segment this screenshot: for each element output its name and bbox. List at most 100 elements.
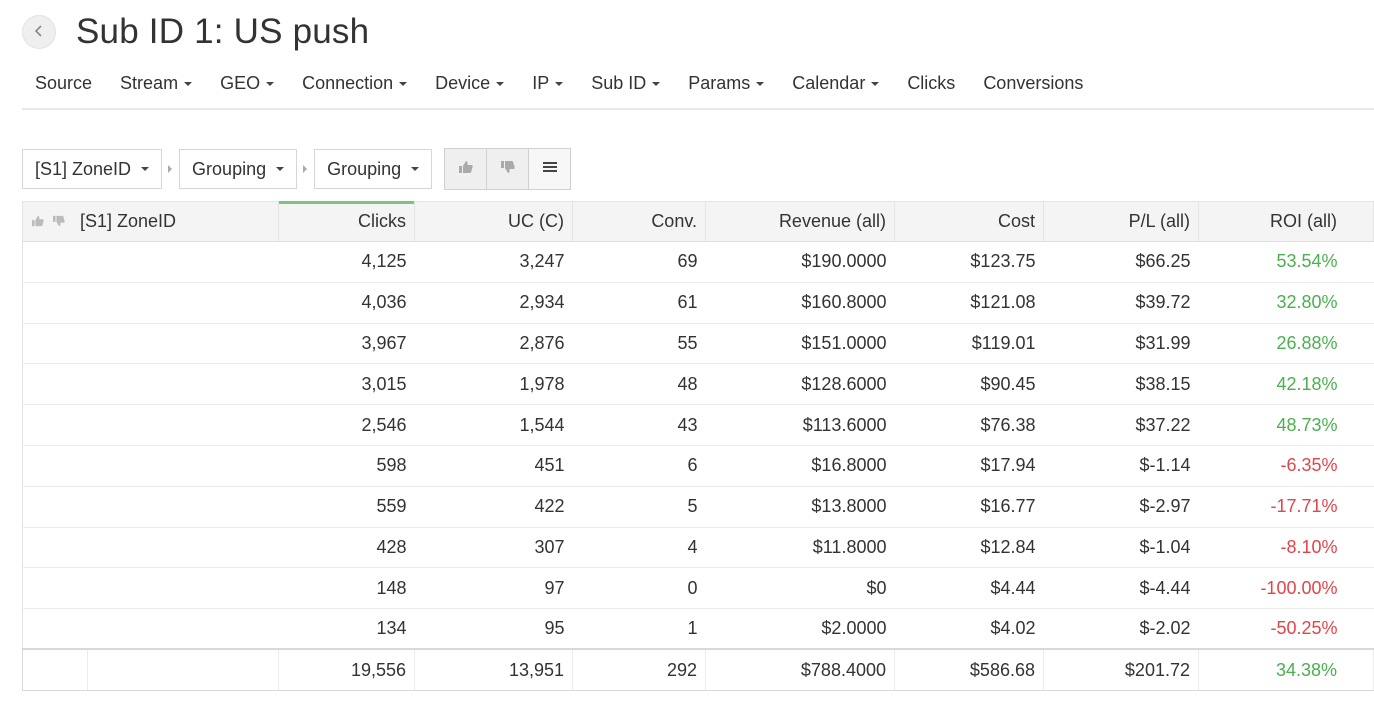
nav-item-device[interactable]: Device <box>421 73 518 100</box>
table-row[interactable]: 559 422 5 $13.8000 $16.77 $-2.97 -17.71% <box>22 486 1374 528</box>
cell-cost: $119.01 <box>894 323 1044 365</box>
chevron-down-icon <box>756 81 765 86</box>
thumbs-down-icon[interactable] <box>52 211 66 232</box>
cell-clicks: 19,556 <box>278 648 415 691</box>
cell-uc: 2,876 <box>414 323 573 365</box>
cell-revenue: $788.4000 <box>705 648 895 691</box>
table-row[interactable]: 4,036 2,934 61 $160.8000 $121.08 $39.72 32.80% <box>22 282 1374 324</box>
nav-item-label: Connection <box>302 72 394 93</box>
table-row[interactable]: 3,015 1,978 48 $128.6000 $90.45 $38.15 42.18% <box>22 363 1374 406</box>
cell-cost: $90.45 <box>894 363 1044 406</box>
col-header-cost[interactable]: Cost <box>894 201 1044 242</box>
nav-item-calendar[interactable]: Calendar <box>778 73 893 100</box>
grouping-select-3[interactable]: Grouping <box>314 149 433 189</box>
cell-uc: 95 <box>414 608 573 650</box>
nav-item-geo[interactable]: GEO <box>206 73 288 100</box>
col-header-revenue[interactable]: Revenue (all) <box>705 201 895 242</box>
cell-roi: 26.88% <box>1198 323 1374 365</box>
nav-item-conversions[interactable]: Conversions <box>969 73 1097 100</box>
cell-clicks: 148 <box>278 567 415 610</box>
table-row[interactable]: 148 97 0 $0 $4.44 $-4.44 -100.00% <box>22 567 1374 610</box>
cell-conv: 4 <box>572 527 706 569</box>
row-action-cell <box>22 445 88 487</box>
cell-uc: 97 <box>414 567 573 610</box>
cell-cost: $16.77 <box>894 486 1044 528</box>
cell-conv: 43 <box>572 404 706 446</box>
grouping-select-1[interactable]: [S1] ZoneID <box>22 149 163 189</box>
table-row[interactable]: 134 95 1 $2.0000 $4.02 $-2.02 -50.25% <box>22 608 1374 650</box>
cell-conv: 1 <box>572 608 706 650</box>
cell-clicks: 134 <box>278 608 415 650</box>
cell-clicks: 428 <box>278 527 415 569</box>
report-nav: Source Stream GEO Connection Device IP Sub ID P… <box>22 64 1374 110</box>
nav-item-label: Calendar <box>792 72 866 93</box>
nav-item-source[interactable]: Source <box>22 73 106 100</box>
row-action-cell <box>22 323 88 365</box>
table-row[interactable]: 3,967 2,876 55 $151.0000 $119.01 $31.99 26.88% <box>22 323 1374 365</box>
cell-revenue: $11.8000 <box>705 527 895 569</box>
cell-revenue: $16.8000 <box>705 445 895 487</box>
cell-uc: 2,934 <box>414 282 573 324</box>
cell-zone <box>87 363 279 406</box>
cell-cost: $4.44 <box>894 567 1044 610</box>
nav-item-label: Conversions <box>983 72 1084 93</box>
back-button[interactable] <box>22 15 56 49</box>
col-header-conv[interactable]: Conv. <box>572 201 706 242</box>
grouping-select-3-label: Grouping <box>327 158 402 179</box>
chevron-right-icon <box>168 165 173 173</box>
cell-conv: 55 <box>572 323 706 365</box>
table-row[interactable]: 4,125 3,247 69 $190.0000 $123.75 $66.25 53.54% <box>22 241 1374 283</box>
grouping-select-1-label: [S1] ZoneID <box>35 158 132 179</box>
chevron-down-icon <box>555 81 564 86</box>
col-header-pl[interactable]: P/L (all) <box>1043 201 1199 242</box>
nav-item-params[interactable]: Params <box>674 73 778 100</box>
show-all-button[interactable] <box>529 149 571 189</box>
cell-clicks: 3,015 <box>278 363 415 406</box>
thumbs-down-icon <box>500 160 516 179</box>
nav-item-ip[interactable]: IP <box>518 73 577 100</box>
thumbs-up-icon[interactable] <box>31 211 45 232</box>
row-action-cell <box>22 282 88 324</box>
chevron-down-icon <box>399 81 408 86</box>
cell-revenue: $113.6000 <box>705 404 895 446</box>
filter-profitable-button[interactable] <box>445 149 488 189</box>
table-total-row: 19,556 13,951 292 $788.4000 $586.68 $201.72 34… <box>22 648 1374 691</box>
cell-pl: $37.22 <box>1043 404 1199 446</box>
nav-item-clicks[interactable]: Clicks <box>893 73 969 100</box>
nav-item-sub-id[interactable]: Sub ID <box>577 73 674 100</box>
cell-zone <box>87 486 279 528</box>
cell-pl: $201.72 <box>1043 648 1199 691</box>
nav-item-label: IP <box>532 72 550 93</box>
table-body: 4,125 3,247 69 $190.0000 $123.75 $66.25 53.54%… <box>22 241 1374 691</box>
cell-zone <box>87 241 279 283</box>
table-row[interactable]: 598 451 6 $16.8000 $17.94 $-1.14 -6.35% <box>22 445 1374 487</box>
nav-item-stream[interactable]: Stream <box>106 73 206 100</box>
cell-revenue: $2.0000 <box>705 608 895 650</box>
nav-item-label: Stream <box>120 72 179 93</box>
cell-uc: 1,978 <box>414 363 573 406</box>
col-header-uc[interactable]: UC (C) <box>414 201 573 242</box>
cell-roi: -17.71% <box>1198 486 1374 528</box>
chevron-down-icon <box>871 81 880 86</box>
table-row[interactable]: 428 307 4 $11.8000 $12.84 $-1.04 -8.10% <box>22 527 1374 569</box>
cell-roi: 48.73% <box>1198 404 1374 446</box>
page-header: Sub ID 1: US push <box>22 12 369 52</box>
thumbs-up-icon <box>458 160 474 179</box>
cell-zone <box>87 404 279 446</box>
chevron-left-icon <box>34 24 44 41</box>
col-header-zone[interactable]: [S1] ZoneID <box>22 201 279 242</box>
cell-zone <box>87 445 279 487</box>
chevron-down-icon <box>411 167 420 171</box>
grouping-select-2[interactable]: Grouping <box>179 149 298 189</box>
cell-cost: $586.68 <box>894 648 1044 691</box>
col-header-clicks[interactable]: Clicks <box>278 201 415 242</box>
col-header-roi[interactable]: ROI (all) <box>1198 201 1374 242</box>
cell-pl: $66.25 <box>1043 241 1199 283</box>
cell-roi: 42.18% <box>1198 363 1374 406</box>
nav-item-connection[interactable]: Connection <box>288 73 421 100</box>
row-action-cell <box>22 608 88 650</box>
cell-pl: $39.72 <box>1043 282 1199 324</box>
chevron-down-icon <box>276 167 285 171</box>
table-row[interactable]: 2,546 1,544 43 $113.6000 $76.38 $37.22 48.73% <box>22 404 1374 446</box>
filter-unprofitable-button[interactable] <box>487 149 530 189</box>
